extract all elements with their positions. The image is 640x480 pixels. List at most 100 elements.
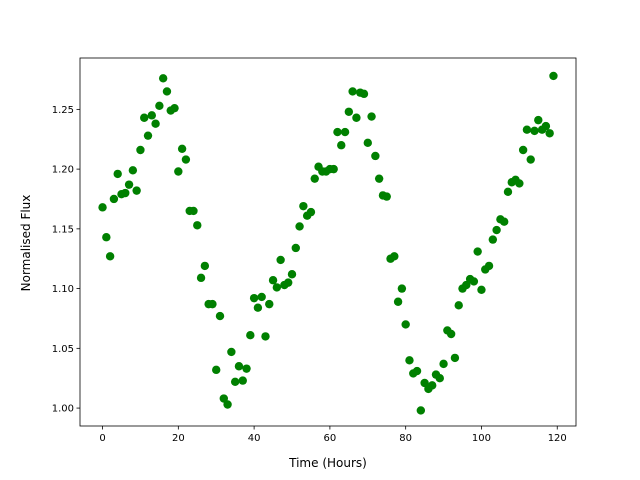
point [393, 297, 403, 306]
point [473, 247, 482, 256]
point [291, 243, 300, 253]
point [102, 233, 111, 242]
point [333, 127, 342, 137]
point [499, 217, 509, 226]
point [261, 332, 270, 341]
point [310, 174, 319, 183]
x-tick-label: 0 [99, 433, 105, 444]
point [276, 255, 285, 265]
x-axis-label: Time (Hours) [288, 456, 367, 470]
point [526, 155, 535, 164]
point [268, 276, 278, 285]
point [348, 87, 357, 96]
y-tick-label: 1.05 [52, 344, 74, 355]
point [284, 278, 293, 287]
point [416, 406, 426, 415]
point [363, 138, 372, 148]
point [143, 131, 153, 140]
x-tick-label: 80 [399, 433, 412, 444]
point [522, 125, 532, 134]
y-tick-label: 1.15 [52, 224, 74, 235]
point [306, 207, 316, 217]
y-tick-label: 1.10 [52, 284, 74, 295]
point [295, 222, 304, 231]
point [518, 145, 528, 155]
point [200, 261, 210, 271]
point [196, 273, 206, 283]
point [98, 203, 107, 212]
point [223, 400, 232, 409]
point [515, 179, 524, 188]
y-tick-label: 1.00 [52, 404, 74, 415]
point [105, 252, 115, 261]
point [272, 283, 282, 292]
point [189, 206, 198, 216]
point [492, 225, 501, 235]
point [249, 293, 259, 303]
point [265, 299, 274, 309]
point [242, 364, 251, 373]
point [484, 261, 494, 271]
point [401, 320, 410, 329]
x-tick-label: 20 [172, 433, 185, 444]
point [212, 365, 221, 375]
point [549, 71, 558, 81]
point [113, 169, 122, 179]
point [174, 167, 183, 176]
point [545, 129, 554, 138]
point [140, 113, 149, 122]
point [534, 115, 543, 125]
point [541, 121, 551, 131]
point [352, 113, 361, 122]
point [238, 376, 247, 385]
point [151, 119, 160, 128]
x-tick-label: 60 [324, 433, 337, 444]
plot-frame [79, 57, 577, 427]
point [234, 362, 244, 371]
point [469, 277, 479, 286]
point [477, 285, 486, 294]
point [374, 174, 384, 183]
x-tick-label: 120 [548, 433, 567, 444]
point [382, 192, 391, 201]
point [177, 144, 187, 154]
point [359, 89, 369, 99]
point [530, 126, 539, 136]
point [367, 112, 376, 121]
point [124, 180, 134, 189]
point [390, 252, 399, 261]
point [287, 270, 297, 279]
point [488, 235, 498, 244]
point [299, 201, 308, 211]
y-tick-label: 1.25 [52, 105, 74, 116]
point [170, 103, 179, 113]
point [109, 194, 119, 204]
point [147, 111, 157, 120]
point [132, 186, 141, 195]
point [193, 221, 202, 230]
point [420, 378, 429, 388]
point [446, 329, 456, 339]
point [397, 284, 407, 293]
point [405, 356, 414, 365]
x-tick-label: 100 [472, 433, 491, 444]
point [450, 353, 460, 363]
y-axis-label: Normalised Flux [19, 195, 33, 292]
point [435, 374, 444, 383]
point [337, 141, 346, 150]
point [162, 87, 172, 96]
point [136, 145, 145, 155]
point [503, 187, 513, 197]
point [257, 292, 266, 302]
point [329, 164, 338, 174]
point [208, 299, 217, 309]
point [344, 107, 354, 116]
point [219, 394, 228, 403]
point [439, 359, 448, 369]
point [155, 101, 164, 110]
point [462, 280, 471, 290]
point [371, 151, 380, 161]
point [340, 127, 350, 137]
point [128, 166, 138, 175]
